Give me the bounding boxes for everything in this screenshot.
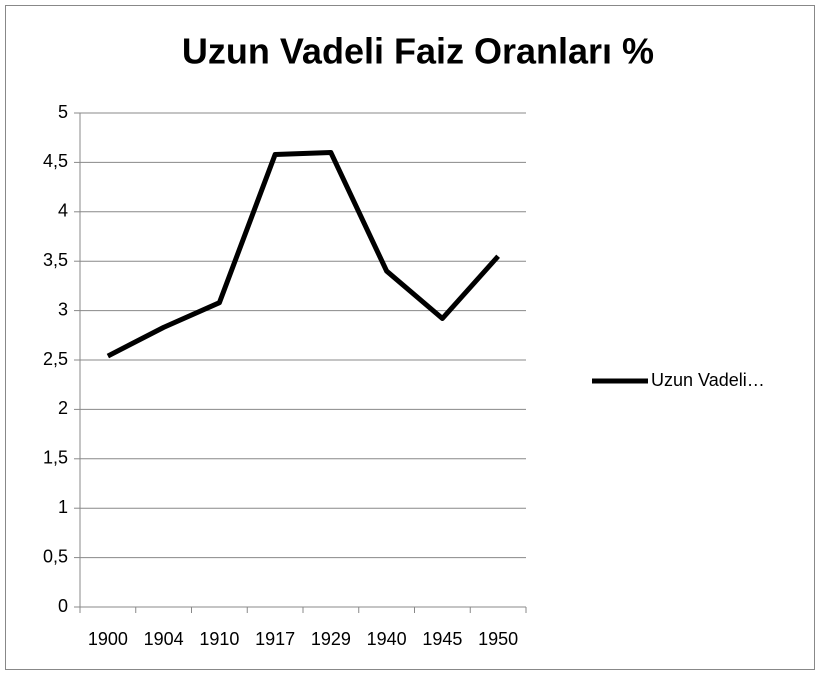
y-tick-label: 2,5 bbox=[43, 349, 68, 369]
y-tick-label: 1,5 bbox=[43, 448, 68, 468]
x-tick-label: 1945 bbox=[422, 629, 462, 649]
x-tick-label: 1910 bbox=[199, 629, 239, 649]
x-tick-label: 1900 bbox=[88, 629, 128, 649]
legend-label: Uzun Vadeli… bbox=[651, 370, 765, 390]
y-tick-label: 3 bbox=[58, 299, 68, 319]
y-tick-label: 2 bbox=[58, 398, 68, 418]
x-tick-label: 1950 bbox=[478, 629, 518, 649]
x-tick-label: 1917 bbox=[255, 629, 295, 649]
x-tick-label: 1929 bbox=[311, 629, 351, 649]
y-tick-label: 5 bbox=[58, 102, 68, 122]
x-tick-label: 1904 bbox=[144, 629, 184, 649]
y-tick-label: 0 bbox=[58, 596, 68, 616]
y-tick-label: 4 bbox=[58, 201, 68, 221]
y-tick-label: 0,5 bbox=[43, 546, 68, 566]
x-tick-label: 1940 bbox=[367, 629, 407, 649]
chart-frame bbox=[5, 5, 815, 670]
y-tick-label: 4,5 bbox=[43, 151, 68, 171]
line-series bbox=[106, 150, 500, 359]
chart-title: Uzun Vadeli Faiz Oranları % bbox=[182, 31, 654, 72]
y-tick-label: 1 bbox=[58, 497, 68, 517]
y-tick-label: 3,5 bbox=[43, 250, 68, 270]
